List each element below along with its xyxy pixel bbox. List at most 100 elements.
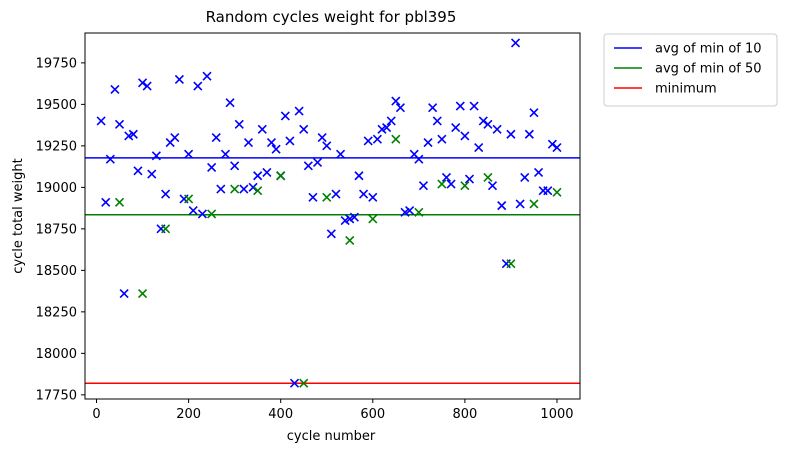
- point-s1-81: [464, 174, 475, 184]
- point-s1-73: [428, 103, 438, 113]
- point-s2-13: [391, 134, 401, 144]
- point-s1-37: [262, 167, 272, 177]
- y-tick-label: 19750: [36, 56, 77, 71]
- point-s1-4: [110, 84, 120, 95]
- point-s1-21: [188, 206, 198, 216]
- point-s2-17: [483, 172, 493, 182]
- point-s1-53: [335, 149, 346, 159]
- y-tick-label: 17750: [36, 388, 77, 403]
- point-s1-85: [483, 119, 493, 129]
- point-s2-3: [161, 224, 171, 234]
- legend-box: [603, 33, 778, 107]
- point-s1-98: [543, 186, 553, 196]
- point-s2-16: [460, 181, 470, 191]
- point-s1-75: [437, 134, 447, 144]
- y-tick-label: 19000: [36, 181, 77, 196]
- point-s1-99: [547, 139, 557, 149]
- point-s2-2: [137, 289, 148, 299]
- y-tick-label: 18000: [36, 347, 77, 362]
- point-s1-94: [524, 129, 534, 139]
- point-s1-70: [414, 154, 424, 164]
- plot-frame: [84, 32, 581, 400]
- point-s1-20: [184, 149, 194, 159]
- point-s1-91: [510, 38, 521, 48]
- point-s1-92: [515, 199, 525, 209]
- point-s1-24: [202, 71, 212, 81]
- point-s1-44: [294, 106, 304, 116]
- legend-label-3: minimum: [655, 82, 717, 97]
- point-s2-15: [437, 179, 447, 189]
- point-s1-13: [151, 151, 161, 161]
- point-s2-12: [368, 214, 378, 224]
- point-s1-17: [170, 133, 180, 143]
- point-s1-30: [230, 161, 240, 171]
- point-s1-10: [137, 78, 148, 88]
- point-s1-3: [105, 154, 115, 164]
- plot-area: [85, 38, 580, 388]
- point-s1-26: [211, 133, 221, 143]
- point-s1-2: [101, 197, 111, 207]
- x-tick-label: 600: [360, 407, 385, 422]
- point-s1-80: [460, 131, 470, 141]
- point-s1-45: [299, 124, 309, 134]
- y-tick-label: 18500: [36, 264, 77, 279]
- x-axis-label: cycle number: [287, 429, 376, 444]
- point-s2-10: [322, 192, 332, 202]
- point-s2-19: [529, 199, 539, 209]
- point-s1-60: [368, 192, 378, 202]
- point-s2-5: [207, 209, 217, 219]
- point-s2-1: [114, 197, 125, 207]
- point-s1-78: [451, 123, 461, 133]
- y-tick-label: 18250: [36, 305, 77, 320]
- point-s1-74: [432, 116, 442, 126]
- point-s1-79: [455, 101, 465, 111]
- point-s1-50: [322, 141, 332, 151]
- point-s1-47: [308, 192, 318, 202]
- point-s1-25: [207, 162, 217, 173]
- point-s1-6: [119, 289, 129, 299]
- point-s1-36: [257, 124, 267, 134]
- point-s1-65: [391, 96, 401, 106]
- point-s1-51: [326, 229, 336, 239]
- point-s1-15: [161, 189, 171, 199]
- x-tick-label: 400: [268, 407, 293, 422]
- legend: avg of min of 10 avg of min of 50 minimum: [603, 33, 778, 107]
- point-s1-84: [478, 116, 488, 126]
- point-s1-59: [363, 136, 373, 146]
- point-s1-71: [418, 181, 429, 191]
- point-s1-28: [220, 149, 231, 159]
- point-s1-82: [469, 101, 479, 111]
- point-s1-49: [317, 133, 327, 143]
- point-s1-95: [529, 108, 539, 118]
- point-s1-63: [382, 123, 392, 133]
- point-s2-7: [253, 186, 263, 196]
- point-s1-12: [147, 169, 157, 179]
- point-s1-72: [423, 137, 433, 148]
- point-s1-68: [405, 206, 415, 216]
- point-s2-9: [299, 378, 309, 388]
- y-axis-label: cycle total weight: [11, 158, 26, 273]
- point-s1-83: [474, 142, 484, 153]
- point-s1-31: [234, 119, 244, 129]
- point-s1-41: [280, 111, 290, 121]
- x-axis: 0 200 400 600 800 1000: [92, 399, 574, 422]
- point-s1-18: [174, 74, 184, 85]
- point-s1-66: [395, 103, 405, 113]
- point-s2-20: [552, 187, 562, 197]
- point-s2-14: [414, 207, 424, 217]
- point-s1-27: [216, 184, 226, 194]
- y-tick-label: 19500: [36, 98, 77, 113]
- x-tick-label: 800: [452, 407, 477, 422]
- point-s1-42: [285, 136, 295, 146]
- point-s1-33: [243, 137, 254, 148]
- chart-title: Random cycles weight for pbl395: [206, 8, 457, 26]
- x-tick-label: 0: [92, 407, 100, 422]
- point-s1-96: [533, 167, 544, 177]
- point-s1-57: [354, 171, 364, 181]
- point-s1-58: [359, 189, 369, 199]
- point-s1-93: [520, 172, 530, 182]
- point-s1-32: [239, 184, 249, 194]
- point-s1-64: [386, 116, 396, 126]
- x-tick-label: 1000: [540, 407, 573, 422]
